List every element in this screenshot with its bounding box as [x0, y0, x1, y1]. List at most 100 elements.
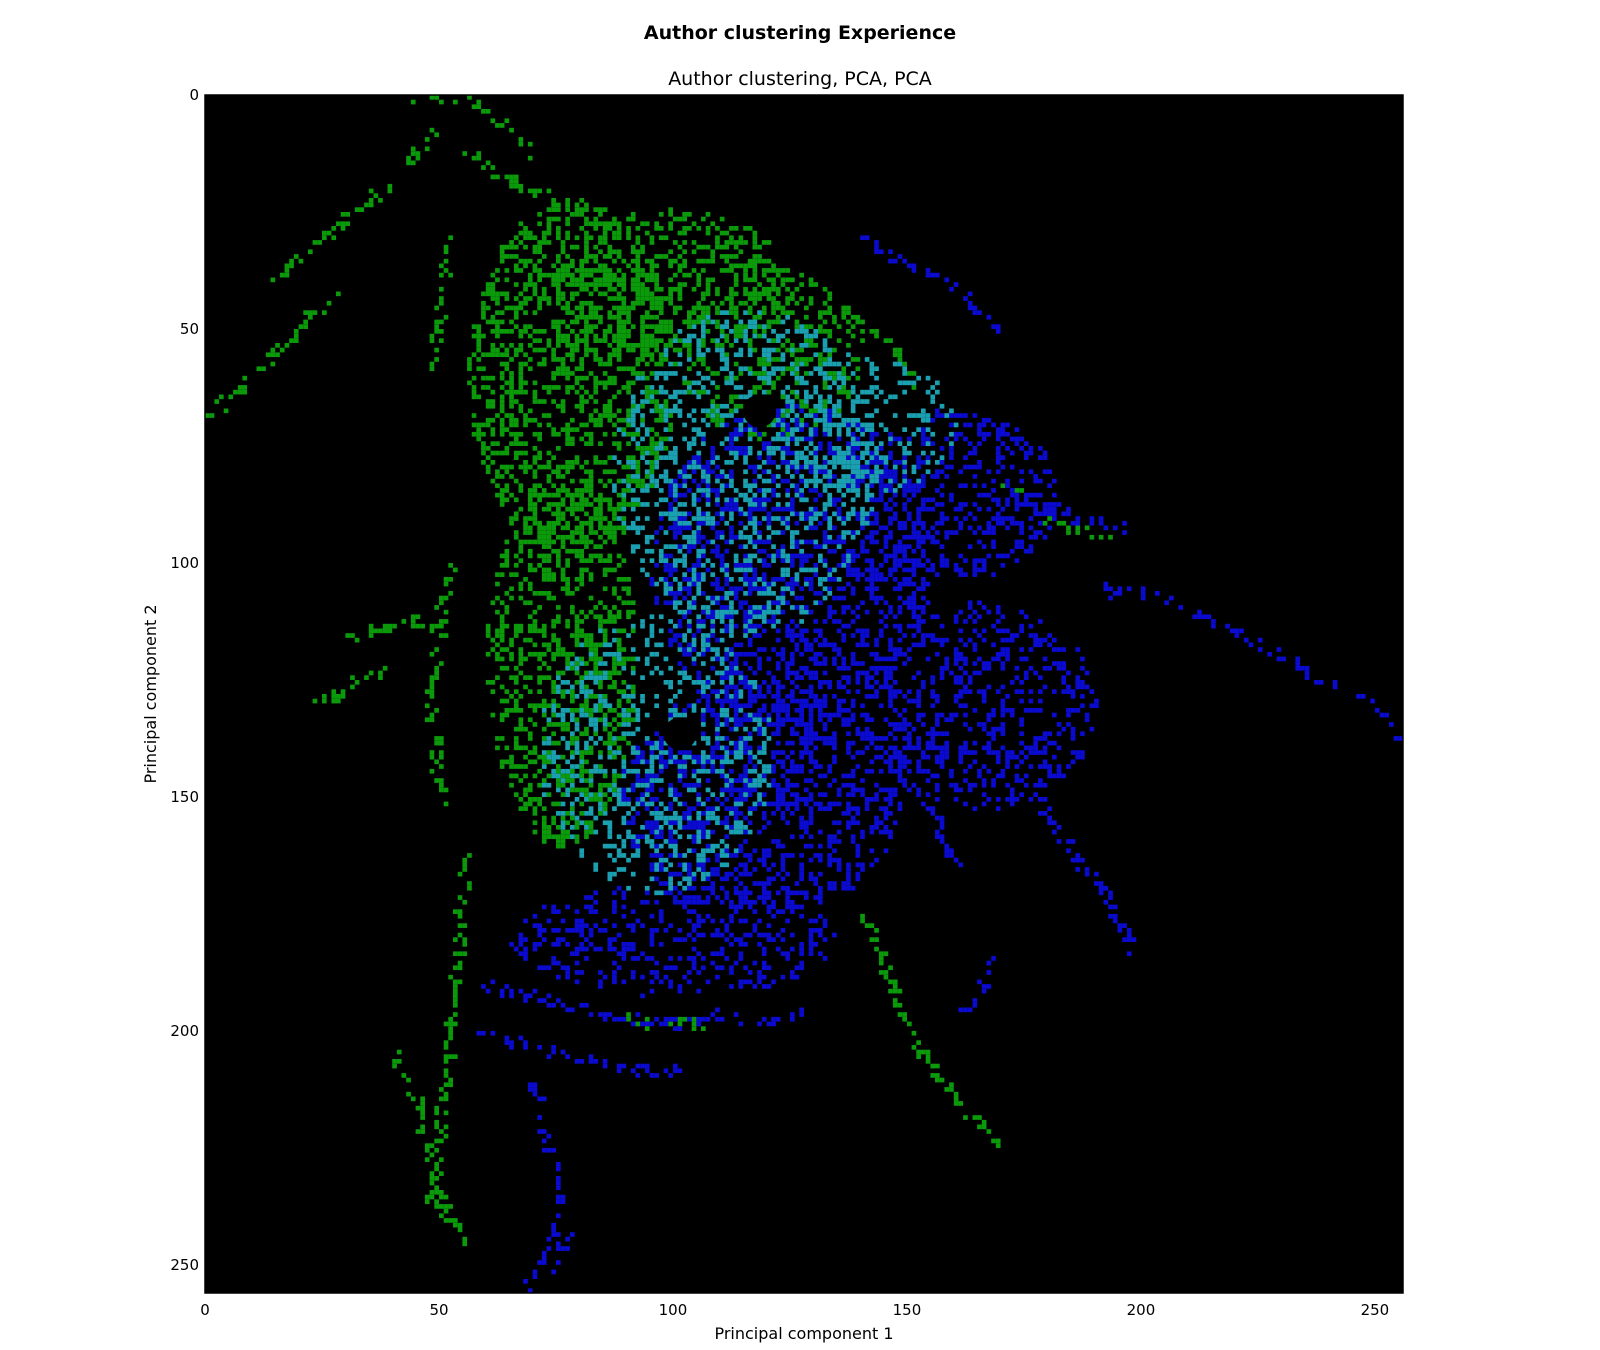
pixel-mark	[556, 605, 561, 610]
pixel-mark	[799, 698, 804, 704]
pixel-mark	[682, 595, 687, 601]
pixel-mark	[481, 441, 486, 446]
pixel-mark	[743, 773, 748, 779]
pixel-mark	[621, 478, 627, 484]
pixel-mark	[644, 291, 650, 297]
pixel-mark	[616, 291, 622, 297]
pixel-mark	[785, 806, 790, 811]
pixel-mark	[565, 506, 570, 512]
pixel-mark	[719, 403, 725, 409]
pixel-mark	[869, 520, 875, 526]
pixel-mark	[752, 516, 758, 521]
pixel-mark	[687, 754, 692, 760]
pixel-mark	[504, 352, 510, 358]
pixel-mark	[560, 263, 566, 269]
pixel-mark	[663, 357, 669, 362]
pixel-mark	[527, 188, 533, 194]
pixel-mark	[747, 684, 753, 690]
pixel-mark	[612, 413, 617, 418]
pixel-mark	[761, 272, 767, 278]
pixel-mark	[813, 408, 819, 414]
pixel-mark	[518, 188, 524, 194]
pixel-mark	[490, 118, 496, 124]
pixel-mark	[1033, 530, 1038, 535]
pixel-mark	[911, 623, 917, 629]
pixel-mark	[883, 974, 889, 980]
pixel-mark	[565, 310, 570, 315]
pixel-mark	[747, 703, 753, 709]
pixel-mark	[556, 516, 561, 521]
pixel-mark	[743, 268, 748, 273]
pixel-mark	[541, 703, 547, 709]
pixel-mark	[654, 843, 659, 849]
pixel-mark	[602, 230, 608, 236]
pixel-mark	[715, 502, 720, 507]
pixel-mark	[822, 698, 828, 704]
pixel-mark	[476, 338, 482, 343]
pixel-mark	[612, 272, 617, 278]
pixel-mark	[570, 605, 575, 610]
pixel-mark	[612, 333, 617, 339]
pixel-mark	[584, 787, 589, 793]
pixel-mark	[649, 862, 655, 868]
pixel-mark	[888, 979, 893, 985]
pixel-mark	[757, 712, 762, 718]
pixel-mark	[598, 708, 603, 713]
pixel-mark	[874, 497, 879, 503]
pixel-mark	[705, 464, 711, 470]
pixel-mark	[944, 563, 950, 568]
pixel-mark	[415, 151, 421, 156]
pixel-mark	[850, 768, 856, 774]
pixel-mark	[790, 637, 795, 643]
pixel-mark	[509, 174, 514, 180]
pixel-mark	[565, 431, 570, 437]
pixel-mark	[766, 460, 772, 465]
pixel-mark	[560, 488, 566, 493]
pixel-mark	[644, 483, 650, 489]
pixel-mark	[715, 609, 720, 615]
pixel-mark	[602, 712, 608, 718]
pixel-mark	[448, 1035, 453, 1041]
pixel-mark	[410, 146, 416, 152]
pixel-mark	[621, 343, 627, 348]
pixel-mark	[733, 909, 739, 914]
pixel-mark	[523, 417, 528, 423]
pixel-mark	[387, 188, 393, 194]
pixel-mark	[724, 506, 730, 512]
pixel-mark	[541, 399, 547, 404]
pixel-mark	[457, 913, 463, 919]
pixel-mark	[546, 221, 552, 227]
pixel-mark	[935, 502, 940, 507]
pixel-mark	[410, 619, 416, 624]
pixel-mark	[532, 520, 538, 526]
pixel-mark	[663, 371, 669, 376]
pixel-mark	[541, 591, 547, 596]
pixel-mark	[616, 366, 622, 372]
pixel-mark	[780, 647, 786, 652]
pixel-mark	[658, 829, 664, 835]
pixel-mark	[757, 586, 762, 592]
pixel-mark	[518, 708, 524, 713]
pixel-mark	[981, 1119, 987, 1125]
pixel-mark	[635, 277, 641, 283]
pixel-mark	[874, 539, 879, 545]
pixel-mark	[658, 235, 664, 241]
pixel-mark	[738, 431, 744, 437]
pixel-mark	[715, 338, 720, 343]
pixel-mark	[579, 478, 585, 484]
pixel-mark	[523, 520, 528, 526]
pixel-mark	[785, 820, 790, 826]
pixel-mark	[443, 1194, 449, 1200]
pixel-mark	[626, 460, 631, 465]
pixel-mark	[864, 548, 870, 554]
pixel-mark	[733, 282, 739, 287]
pixel-mark	[696, 460, 702, 465]
pixel-mark	[822, 544, 828, 549]
pixel-mark	[612, 605, 617, 610]
pixel-mark	[546, 591, 552, 596]
pixel-mark	[593, 352, 599, 358]
pixel-mark	[649, 450, 655, 456]
pixel-mark	[556, 235, 561, 241]
pixel-mark	[616, 446, 622, 451]
pixel-mark	[499, 244, 505, 250]
